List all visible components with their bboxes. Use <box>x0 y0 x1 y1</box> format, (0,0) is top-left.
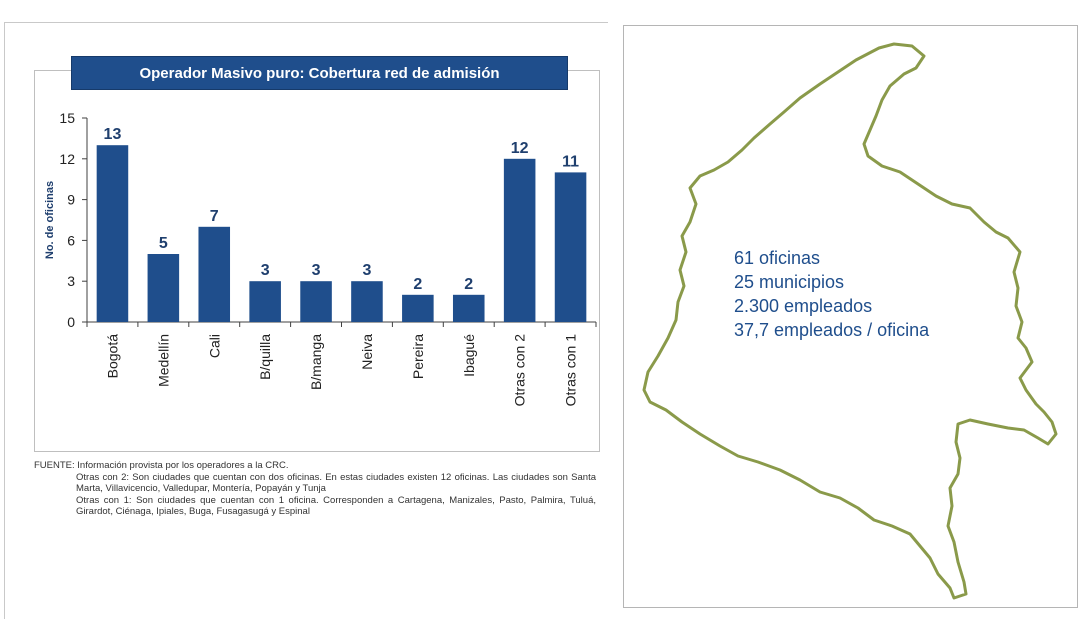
category-label-3: B/quilla <box>257 334 273 380</box>
note-otras-con-2: Otras con 2: Son ciudades que cuentan co… <box>76 471 596 495</box>
category-label-5: Neiva <box>359 334 375 370</box>
y-tick-label: 3 <box>67 273 75 289</box>
data-label-7: 2 <box>464 276 473 293</box>
stat-ratio: 37,7 empleados / oficina <box>734 320 930 340</box>
y-tick-label: 6 <box>67 232 75 248</box>
category-label-1: Medellín <box>155 334 171 387</box>
map-stats: 61 oficinas 25 municipios 2.300 empleado… <box>734 246 929 342</box>
data-label-0: 13 <box>104 126 122 143</box>
data-label-9: 11 <box>562 153 579 170</box>
note-otras-con-1: Otras con 1: Son ciudades que cuentan co… <box>76 494 596 518</box>
stat-municipalities: 25 municipios <box>734 272 845 292</box>
category-label-0: Bogotá <box>104 334 120 379</box>
data-label-2: 7 <box>210 208 219 225</box>
bar-4 <box>300 281 332 322</box>
y-axis-label: No. de oficinas <box>44 181 56 259</box>
source-notes: FUENTE: Información provista por los ope… <box>34 460 596 518</box>
bar-1 <box>147 254 180 322</box>
stat-employees: 2.300 empleados <box>734 296 873 316</box>
bar-0 <box>96 145 129 322</box>
map-outline-path <box>642 42 1058 600</box>
y-tick-label: 15 <box>59 110 75 126</box>
category-label-7: Ibagué <box>461 334 477 377</box>
category-label-8: Otras con 2 <box>512 334 528 407</box>
category-label-4: B/manga <box>308 334 324 390</box>
data-label-4: 3 <box>312 262 321 279</box>
y-tick-label: 9 <box>67 192 75 208</box>
chart-title: Operador Masivo puro: Cobertura red de a… <box>71 56 568 90</box>
data-label-5: 3 <box>362 262 371 279</box>
bar-6 <box>402 294 434 322</box>
y-tick-label: 12 <box>59 151 75 167</box>
bar-7 <box>452 294 485 322</box>
data-label-8: 12 <box>511 140 529 157</box>
category-label-6: Pereira <box>410 334 426 379</box>
data-label-6: 2 <box>413 276 422 293</box>
map-panel <box>623 25 1078 608</box>
bar-2 <box>198 226 231 322</box>
bar-8 <box>503 158 536 322</box>
data-label-1: 5 <box>159 235 168 252</box>
stat-offices: 61 oficinas <box>734 248 821 268</box>
category-label-9: Otras con 1 <box>563 334 579 407</box>
bar-3 <box>249 281 281 322</box>
y-tick-label: 0 <box>67 314 75 330</box>
data-label-3: 3 <box>261 262 270 279</box>
source-line: FUENTE: Información provista por los ope… <box>34 460 289 471</box>
category-label-2: Cali <box>206 334 222 358</box>
bar-5 <box>351 281 383 322</box>
colombia-map-outline <box>642 42 1058 600</box>
bar-9 <box>554 172 587 322</box>
